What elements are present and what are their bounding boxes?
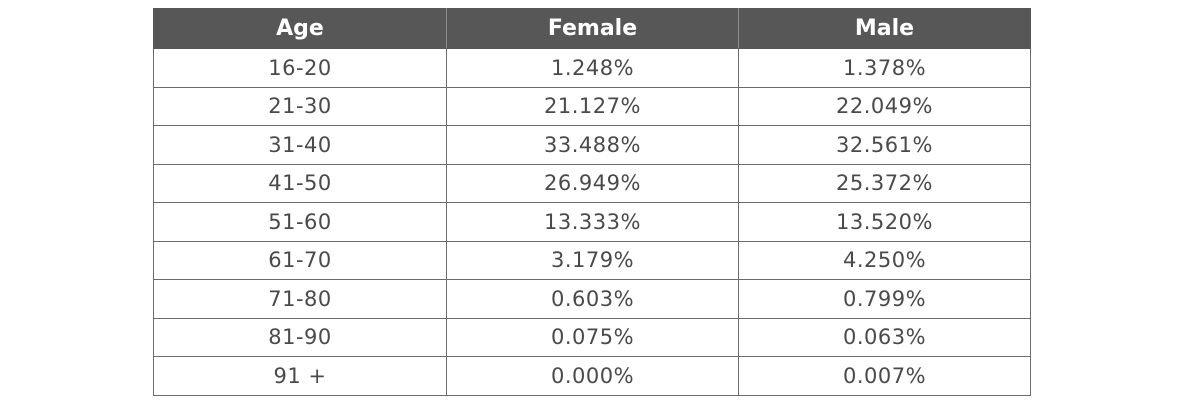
cell-age: 71-80 (153, 279, 447, 319)
table-row: 61-70 3.179% 4.250% (153, 240, 1031, 280)
cell-female: 0.603% (446, 279, 739, 319)
table-row: 71-80 0.603% 0.799% (153, 279, 1031, 319)
cell-age: 16-20 (153, 48, 447, 88)
cell-female: 33.488% (446, 125, 739, 165)
cell-female: 3.179% (446, 240, 739, 280)
cell-female: 21.127% (446, 86, 739, 126)
table-row: 81-90 0.075% 0.063% (153, 317, 1031, 357)
table-header: Age Female Male (153, 8, 1031, 49)
cell-age: 41-50 (153, 163, 447, 203)
table-row: 41-50 26.949% 25.372% (153, 163, 1031, 203)
cell-male: 0.007% (738, 356, 1031, 396)
table-row: 21-30 21.127% 22.049% (153, 86, 1031, 126)
cell-male: 1.378% (738, 48, 1031, 88)
cell-female: 13.333% (446, 202, 739, 242)
header-row: Age Female Male (153, 8, 1031, 49)
cell-male: 4.250% (738, 240, 1031, 280)
cell-male: 0.063% (738, 317, 1031, 357)
table-row: 91 + 0.000% 0.007% (153, 356, 1031, 396)
cell-age: 51-60 (153, 202, 447, 242)
cell-age: 91 + (153, 356, 447, 396)
age-gender-table: Age Female Male 16-20 1.248% 1.378% 21-3… (153, 8, 1031, 396)
cell-female: 26.949% (446, 163, 739, 203)
cell-female: 0.000% (446, 356, 739, 396)
age-gender-table-container: Age Female Male 16-20 1.248% 1.378% 21-3… (153, 8, 1031, 396)
cell-male: 32.561% (738, 125, 1031, 165)
cell-male: 22.049% (738, 86, 1031, 126)
cell-age: 61-70 (153, 240, 447, 280)
table-body: 16-20 1.248% 1.378% 21-30 21.127% 22.049… (153, 48, 1031, 396)
cell-female: 1.248% (446, 48, 739, 88)
header-male: Male (738, 8, 1031, 49)
cell-age: 81-90 (153, 317, 447, 357)
cell-female: 0.075% (446, 317, 739, 357)
header-age: Age (153, 8, 447, 49)
cell-male: 25.372% (738, 163, 1031, 203)
cell-age: 21-30 (153, 86, 447, 126)
table-row: 16-20 1.248% 1.378% (153, 48, 1031, 88)
cell-male: 13.520% (738, 202, 1031, 242)
table-row: 51-60 13.333% 13.520% (153, 202, 1031, 242)
header-female: Female (446, 8, 739, 49)
table-row: 31-40 33.488% 32.561% (153, 125, 1031, 165)
cell-age: 31-40 (153, 125, 447, 165)
cell-male: 0.799% (738, 279, 1031, 319)
